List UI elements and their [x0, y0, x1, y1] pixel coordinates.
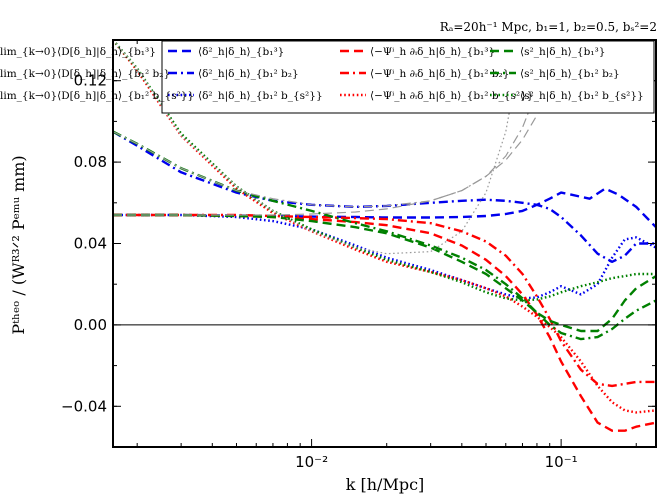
legend-label-5: ⟨−Ψⁱ_h ∂ᵢδ_h|δ_h⟩_{b₁² b₂}	[370, 68, 509, 81]
legend-label-7: ⟨s²_h|δ_h⟩_{b₁³}	[520, 46, 605, 59]
series-line-8	[113, 130, 656, 341]
legend-box	[161, 40, 655, 114]
x-tick-label: 10⁻¹	[545, 453, 578, 471]
x-axis-label: k [h/Mpc]	[346, 475, 425, 494]
y-tick-label: 0.04	[74, 235, 107, 253]
legend-label-10: lim_{k→0}⟨D[δ_h]|δ_h⟩_{b₁³}	[0, 46, 156, 59]
legend-label-6: ⟨−Ψⁱ_h ∂ᵢδ_h|δ_h⟩_{b₁² b_{s²}}	[370, 90, 533, 103]
y-tick-label: −0.04	[61, 397, 107, 415]
series-line-6	[113, 40, 656, 414]
legend-label-1: ⟨δ²_h|δ_h⟩_{b₁³}	[198, 46, 284, 59]
y-tick-label: 0.00	[74, 316, 107, 334]
series-line-11	[113, 40, 551, 208]
legend-label-9: ⟨s²_h|δ_h⟩_{b₁² b_{s²}}	[520, 90, 644, 103]
series-layer	[113, 40, 656, 432]
y-tick-label: 0.08	[74, 153, 107, 171]
x-tick-label: 10⁻²	[295, 453, 328, 471]
legend-label-4: ⟨−Ψⁱ_h ∂ᵢδ_h|δ_h⟩_{b₁³}	[370, 46, 495, 59]
legend-label-12: lim_{k→0}⟨D[δ_h]|δ_h⟩_{b₁² b_{s²}}	[0, 90, 194, 103]
legend-label-11: lim_{k→0}⟨D[δ_h]|δ_h⟩_{b₁² b₂}	[0, 68, 170, 81]
legend-label-3: ⟨δ²_h|δ_h⟩_{b₁² b_{s²}}	[198, 90, 323, 103]
y-tick-label: 0.12	[74, 72, 107, 90]
y-axis-label: Pᵗʰᵉᵒ / (Wᴿ³ᐟ² Pᵉᵐᵘ mm)	[9, 155, 28, 334]
legend-label-8: ⟨s²_h|δ_h⟩_{b₁² b₂}	[520, 68, 620, 81]
legend: ⟨δ²_h|δ_h⟩_{b₁³} ⟨δ²_h|δ_h⟩_{b₁² b₂} ⟨δ²_h…	[0, 40, 655, 114]
tick-layer: −0.04 0.00 0.04 0.08 0.12 10⁻² 10⁻¹	[61, 39, 656, 471]
legend-label-2: ⟨δ²_h|δ_h⟩_{b₁² b₂}	[198, 68, 299, 81]
chart-title: Rₐ=20h⁻¹ Mpc, b₁=1, b₂=0.5, bₛ²=2	[440, 20, 657, 34]
